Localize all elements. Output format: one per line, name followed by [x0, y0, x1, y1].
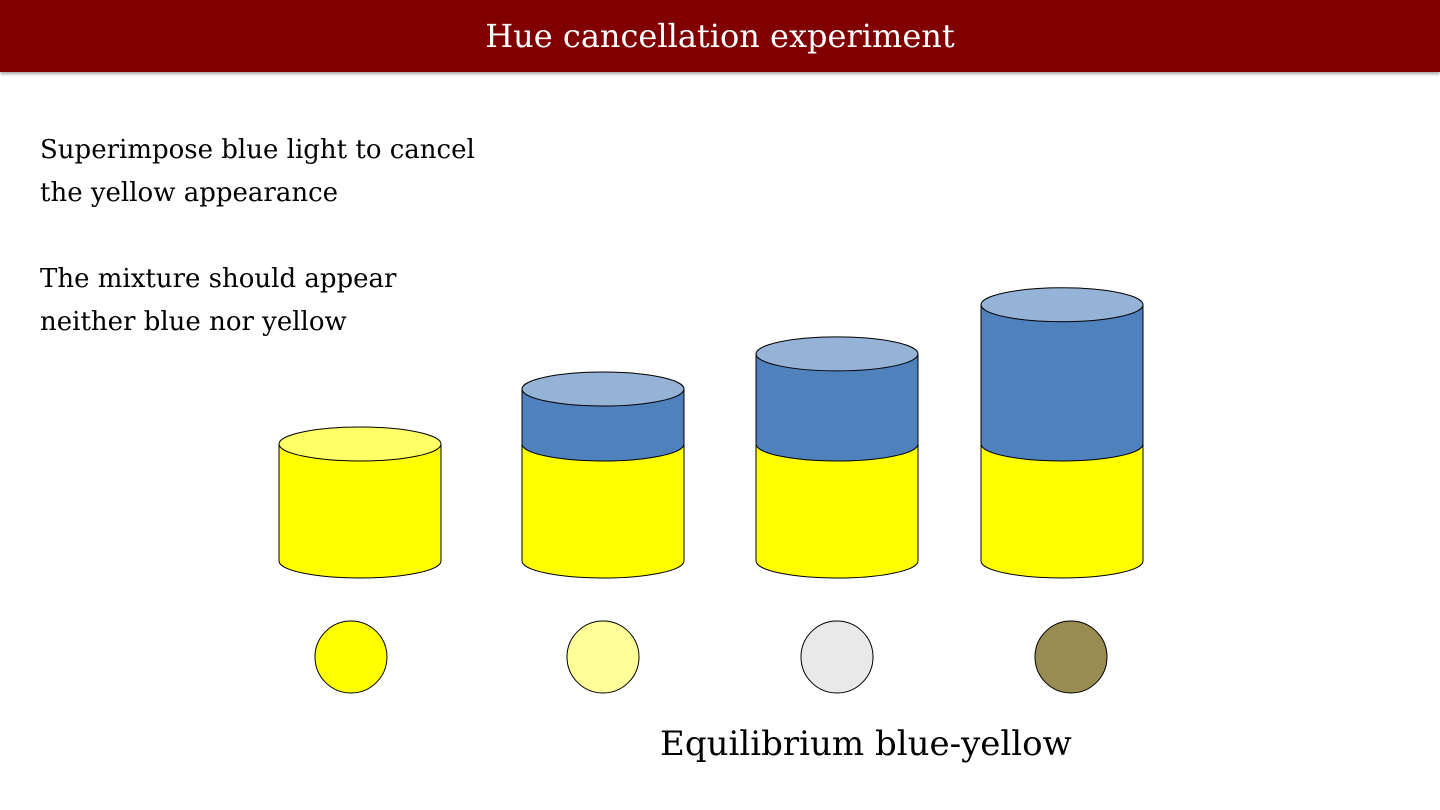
- blue-segment: [755, 353, 919, 462]
- swatch-neutral-gray: [800, 620, 874, 694]
- cylinder-yellow-only: [278, 426, 442, 579]
- instruction-line-1: Superimpose blue light to cancel: [40, 135, 475, 165]
- swatch-olive: [1034, 620, 1108, 694]
- cylinder-medium-blue: [755, 336, 919, 579]
- yellow-segment: [755, 443, 919, 579]
- caption-equilibrium: Equilibrium blue-yellow: [660, 724, 1072, 764]
- instruction-paragraph-1: Superimpose blue light to cancel the yel…: [40, 129, 520, 215]
- blue-segment: [521, 388, 685, 462]
- instruction-line-3: The mixture should appear: [40, 264, 397, 294]
- yellow-segment: [278, 443, 442, 579]
- yellow-segment: [980, 443, 1144, 579]
- blue-top-ellipse: [521, 371, 685, 407]
- swatch-pale-yellow: [566, 620, 640, 694]
- blue-top-ellipse: [755, 336, 919, 372]
- yellow-top-ellipse: [278, 426, 442, 462]
- instruction-paragraph-2: The mixture should appear neither blue n…: [40, 258, 520, 344]
- yellow-segment: [521, 443, 685, 579]
- title-bar: Hue cancellation experiment: [0, 0, 1440, 72]
- instruction-line-4: neither blue nor yellow: [40, 307, 347, 337]
- blue-segment: [980, 304, 1144, 462]
- cylinder-large-blue: [980, 287, 1144, 579]
- cylinder-small-blue: [521, 371, 685, 579]
- blue-top-ellipse: [980, 287, 1144, 323]
- swatch-yellow: [314, 620, 388, 694]
- slide-title: Hue cancellation experiment: [485, 17, 955, 55]
- instruction-line-2: the yellow appearance: [40, 178, 339, 208]
